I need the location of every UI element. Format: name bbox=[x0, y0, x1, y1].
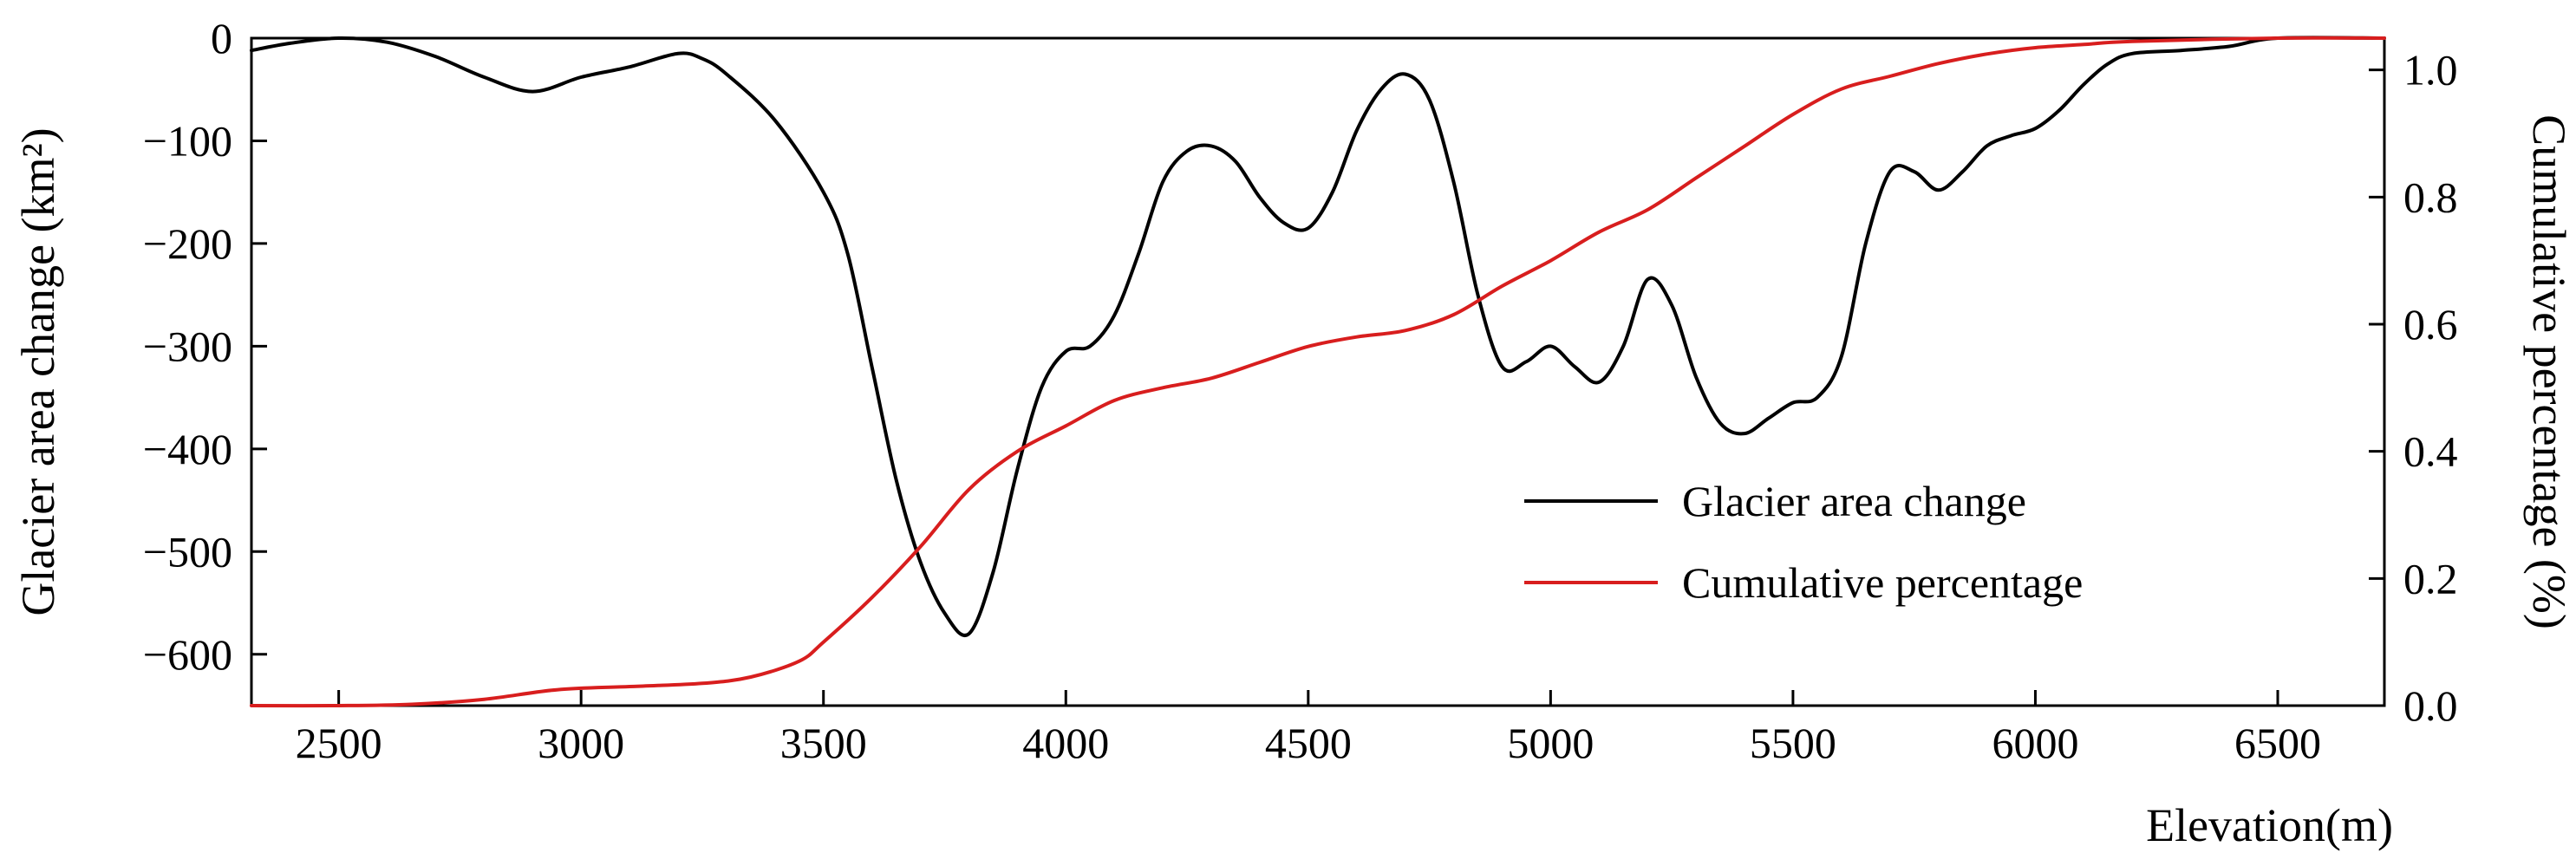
right-y-axis-ticks: 0.0 0.2 0.4 0.6 0.8 1.0 bbox=[2369, 46, 2458, 730]
right-y-tick-label: 0.0 bbox=[2403, 681, 2458, 730]
legend-label-glacier-area-change: Glacier area change bbox=[1682, 477, 2026, 525]
left-y-tick-label: 0 bbox=[211, 14, 232, 62]
left-y-tick-label: −200 bbox=[143, 219, 232, 268]
x-tick-label: 2500 bbox=[296, 719, 382, 767]
x-axis-title: Elevation(m) bbox=[2146, 799, 2393, 851]
x-tick-label: 3500 bbox=[780, 719, 867, 767]
right-y-axis-title: Cumulative percentage (%) bbox=[2523, 114, 2575, 629]
right-y-tick-label: 0.4 bbox=[2403, 427, 2458, 476]
right-y-tick-label: 0.8 bbox=[2403, 173, 2458, 221]
series-line-glacier-area-change bbox=[250, 36, 2386, 637]
x-axis-ticks: 2500 3000 3500 4000 4500 5000 5500 6000 6500 bbox=[296, 690, 2321, 767]
x-tick-label: 6500 bbox=[2234, 719, 2321, 767]
left-y-tick-label: −400 bbox=[143, 425, 232, 473]
series-line-cumulative-percentage bbox=[250, 36, 2386, 708]
x-tick-label: 5000 bbox=[1507, 719, 1594, 767]
x-tick-label: 3000 bbox=[538, 719, 624, 767]
x-tick-label: 4500 bbox=[1265, 719, 1352, 767]
series-layer bbox=[250, 36, 2386, 708]
left-y-tick-label: −300 bbox=[143, 322, 232, 370]
left-y-tick-label: −500 bbox=[143, 527, 232, 576]
legend-label-cumulative-percentage: Cumulative percentage bbox=[1682, 558, 2083, 607]
legend: Glacier area change Cumulative percentag… bbox=[1524, 477, 2083, 607]
plot-frame bbox=[250, 36, 2386, 707]
x-tick-label: 5500 bbox=[1750, 719, 1836, 767]
left-y-axis-title: Glacier area change (km²) bbox=[12, 127, 64, 615]
x-tick-label: 6000 bbox=[1992, 719, 2078, 767]
right-y-tick-label: 1.0 bbox=[2403, 46, 2458, 94]
right-y-tick-label: 0.2 bbox=[2403, 554, 2458, 602]
x-tick-label: 4000 bbox=[1022, 719, 1109, 767]
left-y-axis-ticks: 0 −100 −200 −300 −400 −500 −600 bbox=[143, 14, 267, 679]
right-y-tick-label: 0.6 bbox=[2403, 300, 2458, 348]
left-y-tick-label: −100 bbox=[143, 116, 232, 165]
left-y-tick-label: −600 bbox=[143, 630, 232, 679]
